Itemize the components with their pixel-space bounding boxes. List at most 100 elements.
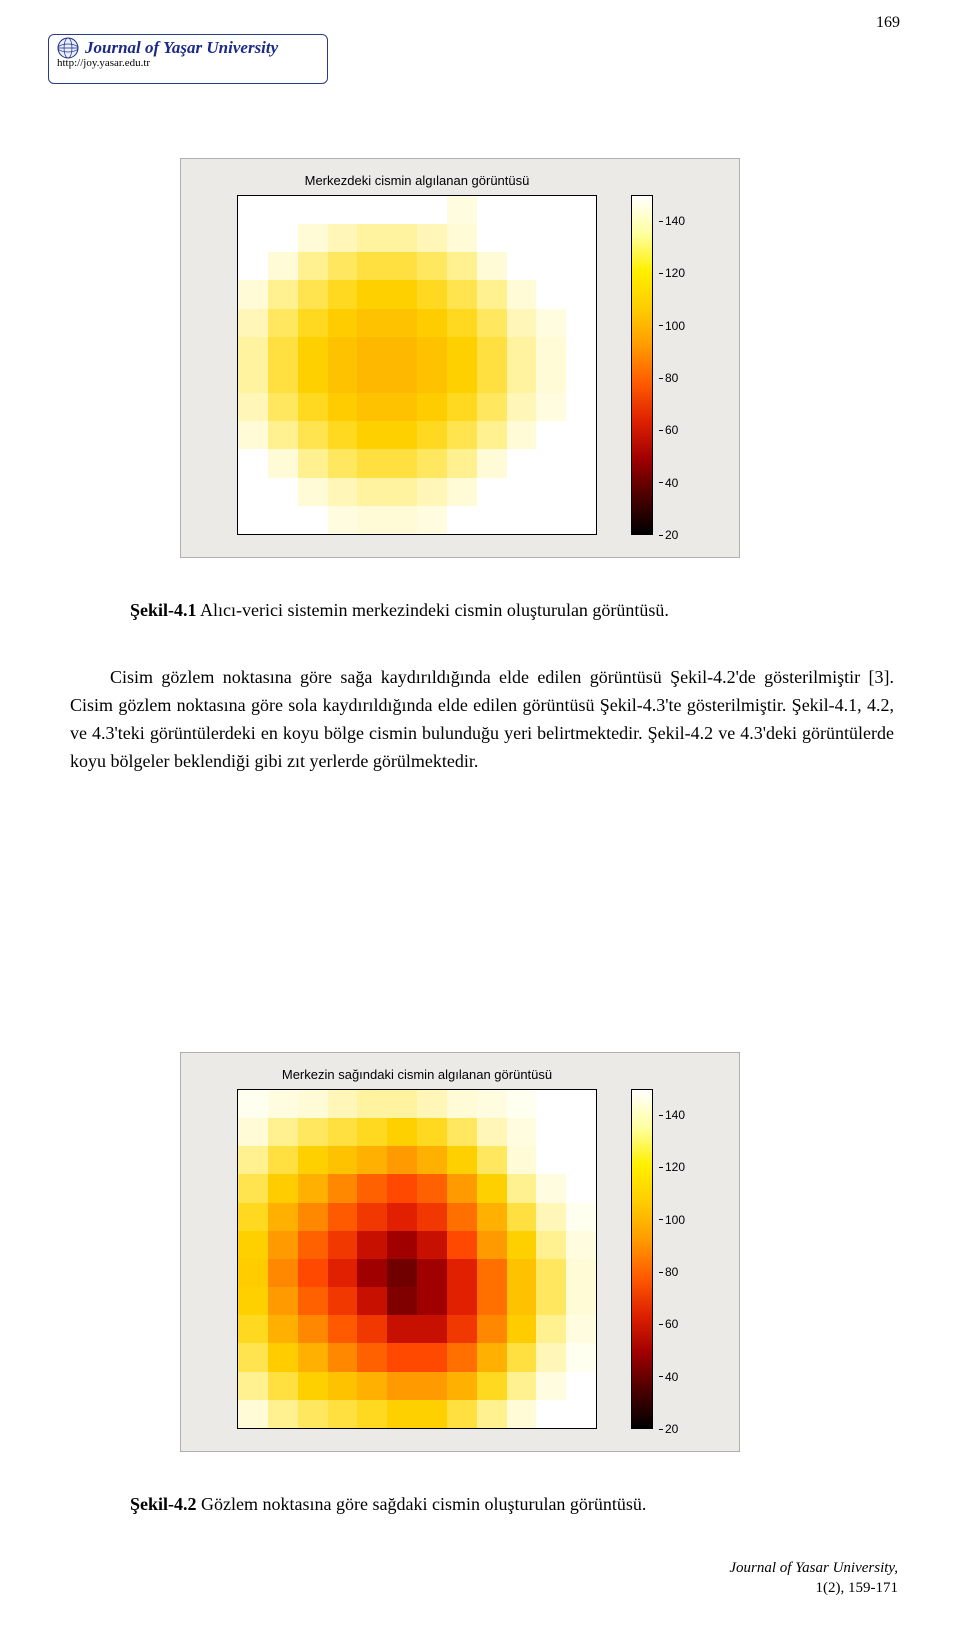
heatmap-cell bbox=[238, 1231, 268, 1259]
heatmap-cell bbox=[477, 1315, 507, 1343]
heatmap-cell bbox=[387, 1090, 417, 1118]
heatmap-cell bbox=[357, 1203, 387, 1231]
heatmap-cell bbox=[536, 224, 566, 252]
colorbar-tick: 140 bbox=[659, 1108, 685, 1122]
heatmap-cell bbox=[238, 1343, 268, 1371]
heatmap-cell bbox=[477, 196, 507, 224]
heatmap-cell bbox=[447, 1146, 477, 1174]
heatmap-cell bbox=[566, 1372, 596, 1400]
heatmap-cell bbox=[268, 1372, 298, 1400]
heatmap-cell bbox=[298, 252, 328, 280]
heatmap-cell bbox=[357, 337, 387, 365]
heatmap-cell bbox=[357, 478, 387, 506]
heatmap-cell bbox=[417, 1259, 447, 1287]
heatmap-cell bbox=[268, 1090, 298, 1118]
heatmap-cell bbox=[536, 1118, 566, 1146]
heatmap-cell bbox=[566, 506, 596, 534]
heatmap-cell bbox=[507, 365, 537, 393]
heatmap-cell bbox=[238, 309, 268, 337]
heatmap-cell bbox=[447, 365, 477, 393]
heatmap-cell bbox=[298, 1259, 328, 1287]
heatmap-cell bbox=[417, 393, 447, 421]
caption-1-label: Şekil-4.1 bbox=[130, 600, 197, 620]
heatmap-cell bbox=[328, 365, 358, 393]
heatmap-cell bbox=[328, 1287, 358, 1315]
heatmap-cell bbox=[357, 1146, 387, 1174]
caption-2-label: Şekil-4.2 bbox=[130, 1494, 197, 1514]
heatmap-cell bbox=[477, 365, 507, 393]
heatmap-cell bbox=[328, 1090, 358, 1118]
journal-logo: Journal of Yaşar University http://joy.y… bbox=[48, 34, 328, 84]
heatmap-cell bbox=[357, 1315, 387, 1343]
heatmap-cell bbox=[238, 478, 268, 506]
heatmap-cell bbox=[387, 421, 417, 449]
heatmap-cell bbox=[298, 1174, 328, 1202]
heatmap-cell bbox=[268, 280, 298, 308]
heatmap-cell bbox=[566, 280, 596, 308]
heatmap-cell bbox=[507, 1259, 537, 1287]
heatmap-cell bbox=[536, 1090, 566, 1118]
heatmap-cell bbox=[328, 1231, 358, 1259]
heatmap-cell bbox=[507, 337, 537, 365]
heatmap-cell bbox=[387, 1174, 417, 1202]
heatmap-cell bbox=[477, 393, 507, 421]
heatmap-cell bbox=[507, 1400, 537, 1428]
heatmap-cell bbox=[566, 449, 596, 477]
heatmap-cell bbox=[268, 1287, 298, 1315]
heatmap-cell bbox=[238, 393, 268, 421]
heatmap-cell bbox=[447, 1118, 477, 1146]
heatmap-cell bbox=[238, 1259, 268, 1287]
heatmap-cell bbox=[238, 1174, 268, 1202]
heatmap-cell bbox=[536, 1203, 566, 1231]
heatmap-cell bbox=[357, 252, 387, 280]
heatmap-cell bbox=[238, 1372, 268, 1400]
heatmap-cell bbox=[447, 196, 477, 224]
heatmap-cell bbox=[566, 252, 596, 280]
heatmap-cell bbox=[268, 1259, 298, 1287]
heatmap-cell bbox=[328, 1343, 358, 1371]
heatmap-cell bbox=[447, 337, 477, 365]
heatmap-cell bbox=[357, 1287, 387, 1315]
heatmap-cell bbox=[387, 365, 417, 393]
heatmap-cell bbox=[417, 1090, 447, 1118]
heatmap-cell bbox=[328, 478, 358, 506]
heatmap-cell bbox=[387, 309, 417, 337]
heatmap-cell bbox=[298, 506, 328, 534]
heatmap-cell bbox=[536, 478, 566, 506]
heatmap-cell bbox=[298, 196, 328, 224]
heatmap-cell bbox=[417, 449, 447, 477]
heatmap-cell bbox=[328, 1400, 358, 1428]
heatmap-cell bbox=[536, 365, 566, 393]
heatmap-cell bbox=[536, 1315, 566, 1343]
heatmap-cell bbox=[417, 1343, 447, 1371]
heatmap-cell bbox=[328, 337, 358, 365]
heatmap-cell bbox=[477, 224, 507, 252]
heatmap-cell bbox=[507, 1203, 537, 1231]
heatmap-cell bbox=[566, 1259, 596, 1287]
heatmap-cell bbox=[507, 393, 537, 421]
heatmap-cell bbox=[447, 1231, 477, 1259]
heatmap-cell bbox=[268, 309, 298, 337]
heatmap-cell bbox=[417, 309, 447, 337]
heatmap-cell bbox=[566, 1118, 596, 1146]
heatmap-cell bbox=[387, 1372, 417, 1400]
heatmap-cell bbox=[447, 421, 477, 449]
heatmap-cell bbox=[238, 506, 268, 534]
heatmap-cell bbox=[298, 421, 328, 449]
heatmap-cell bbox=[387, 1259, 417, 1287]
heatmap-cell bbox=[566, 309, 596, 337]
heatmap-cell bbox=[298, 1400, 328, 1428]
heatmap-cell bbox=[357, 421, 387, 449]
heatmap-cell bbox=[298, 1118, 328, 1146]
heatmap-cell bbox=[328, 1174, 358, 1202]
heatmap-cell bbox=[268, 506, 298, 534]
heatmap-cell bbox=[387, 1231, 417, 1259]
heatmap-cell bbox=[238, 449, 268, 477]
heatmap-cell bbox=[238, 1287, 268, 1315]
heatmap-cell bbox=[417, 1315, 447, 1343]
heatmap-cell bbox=[477, 280, 507, 308]
heatmap-cell bbox=[477, 1118, 507, 1146]
heatmap-cell bbox=[328, 1315, 358, 1343]
body-paragraph: Cisim gözlem noktasına göre sağa kaydırı… bbox=[70, 664, 894, 776]
heatmap-cell bbox=[238, 1400, 268, 1428]
